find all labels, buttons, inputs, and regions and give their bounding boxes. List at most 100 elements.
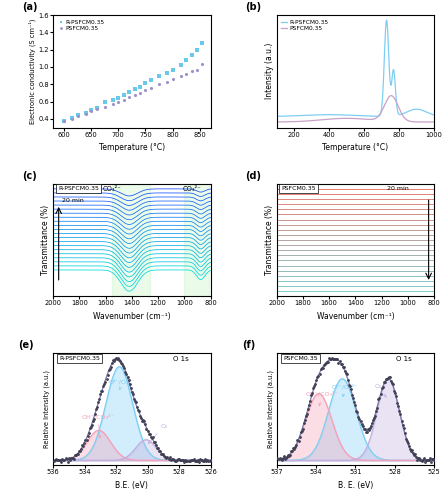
Point bbox=[180, 456, 187, 464]
Point bbox=[188, 67, 195, 75]
Point bbox=[319, 364, 326, 372]
Point bbox=[207, 456, 214, 464]
Point bbox=[344, 376, 351, 384]
Point bbox=[78, 444, 85, 452]
Point bbox=[91, 410, 98, 418]
Point bbox=[177, 72, 184, 80]
Point bbox=[383, 375, 390, 383]
Point bbox=[349, 391, 356, 399]
Point bbox=[329, 354, 336, 362]
Point bbox=[142, 80, 149, 88]
Point bbox=[423, 456, 430, 464]
Point bbox=[104, 371, 111, 379]
Point bbox=[389, 380, 396, 388]
Point bbox=[318, 364, 325, 372]
Text: O²⁻/O₂²⁻: O²⁻/O₂²⁻ bbox=[108, 379, 134, 390]
Point bbox=[184, 457, 191, 465]
Point bbox=[410, 450, 417, 458]
Bar bbox=[184, 184, 209, 296]
Point bbox=[181, 458, 188, 466]
Point bbox=[323, 359, 330, 367]
Point bbox=[303, 410, 311, 418]
Point bbox=[131, 86, 138, 94]
Point bbox=[156, 447, 163, 455]
Point bbox=[111, 355, 118, 363]
Point bbox=[93, 106, 100, 114]
Point bbox=[327, 355, 334, 363]
Point bbox=[80, 442, 87, 450]
Point bbox=[113, 354, 120, 362]
Point bbox=[394, 399, 401, 407]
Point bbox=[362, 428, 369, 436]
Point bbox=[403, 437, 410, 445]
Point bbox=[167, 456, 174, 464]
Point bbox=[198, 456, 206, 464]
Point bbox=[119, 360, 126, 368]
Point bbox=[84, 432, 91, 440]
Text: CO₃²⁻: CO₃²⁻ bbox=[183, 186, 201, 192]
Point bbox=[143, 425, 150, 433]
Point bbox=[172, 457, 179, 465]
Point bbox=[86, 424, 93, 432]
Point bbox=[67, 454, 74, 462]
Point bbox=[171, 457, 179, 465]
Point bbox=[307, 397, 314, 405]
Point bbox=[61, 116, 68, 124]
Point bbox=[103, 374, 110, 382]
Point bbox=[178, 456, 185, 464]
Point bbox=[161, 452, 168, 460]
Point bbox=[130, 394, 137, 402]
Point bbox=[100, 382, 107, 390]
Point bbox=[185, 457, 192, 465]
Point bbox=[278, 456, 285, 464]
Point bbox=[385, 374, 392, 382]
Point bbox=[82, 110, 89, 118]
Point bbox=[87, 423, 94, 431]
Point bbox=[187, 456, 194, 464]
Point bbox=[393, 392, 400, 400]
Text: (d): (d) bbox=[245, 171, 261, 181]
Point bbox=[189, 456, 196, 464]
Point bbox=[149, 433, 156, 441]
Point bbox=[123, 370, 130, 378]
Text: (a): (a) bbox=[22, 2, 37, 12]
Point bbox=[352, 400, 359, 408]
Point bbox=[197, 456, 204, 464]
Point bbox=[404, 439, 412, 447]
Point bbox=[332, 355, 339, 363]
Point bbox=[66, 456, 73, 464]
Point bbox=[76, 446, 83, 454]
Point bbox=[107, 363, 114, 371]
Point bbox=[402, 435, 409, 443]
Point bbox=[109, 96, 117, 104]
Point bbox=[97, 390, 104, 398]
Point bbox=[69, 114, 76, 122]
Point bbox=[65, 454, 72, 462]
Point bbox=[190, 456, 197, 464]
Point bbox=[163, 69, 171, 77]
Y-axis label: Relative Intensity (a.u.): Relative Intensity (a.u.) bbox=[44, 370, 51, 448]
Point bbox=[141, 418, 148, 426]
Point bbox=[168, 455, 175, 463]
Point bbox=[126, 93, 133, 101]
Point bbox=[139, 416, 146, 424]
Point bbox=[105, 366, 112, 374]
Point bbox=[166, 452, 173, 460]
Point bbox=[357, 418, 364, 426]
Point bbox=[146, 430, 153, 438]
Point bbox=[386, 372, 393, 380]
Point bbox=[275, 455, 282, 463]
Legend: R-PSFCM0.35, PSFCM0.35: R-PSFCM0.35, PSFCM0.35 bbox=[280, 18, 330, 33]
Text: O 1s: O 1s bbox=[173, 356, 189, 362]
Point bbox=[427, 458, 435, 466]
Point bbox=[136, 412, 144, 420]
Point bbox=[376, 394, 383, 402]
Point bbox=[118, 358, 125, 366]
Text: R-PSFCM0.35: R-PSFCM0.35 bbox=[59, 356, 100, 361]
Point bbox=[333, 355, 340, 363]
Point bbox=[317, 364, 324, 372]
Point bbox=[298, 427, 305, 435]
Point bbox=[126, 88, 133, 96]
Point bbox=[110, 356, 117, 364]
Point bbox=[122, 368, 129, 376]
